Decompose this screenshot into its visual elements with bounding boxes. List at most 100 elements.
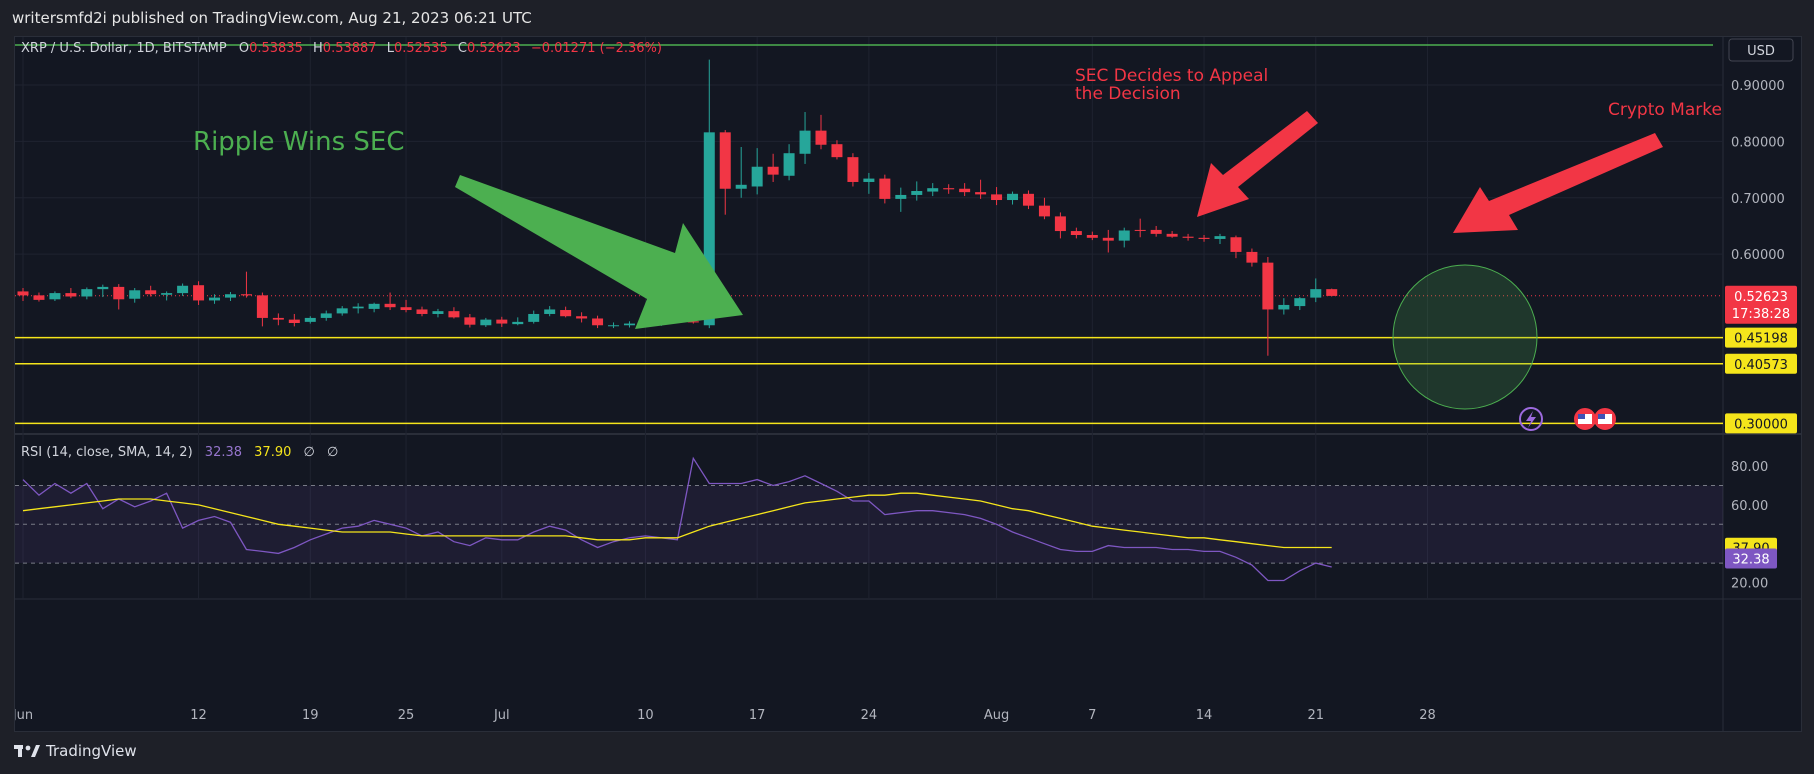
candle-body: [544, 309, 556, 314]
us-flag-icon[interactable]: [1574, 408, 1596, 430]
level-badge[interactable]: [1725, 353, 1797, 374]
legend-c-label: C: [458, 41, 467, 56]
candle-body: [193, 285, 205, 301]
level-badge[interactable]: [1725, 413, 1797, 434]
rsi-legend-label: RSI (14, close, SMA, 14, 2): [21, 445, 193, 460]
candle-body: [847, 157, 859, 182]
legend-change: −0.01271 (−2.36%): [531, 41, 662, 56]
horizontal-levels[interactable]: [15, 295, 1723, 425]
chart-canvas[interactable]: Ripple Wins SEC SEC Decides to Appeal th…: [15, 37, 1801, 731]
candle-body: [97, 286, 109, 290]
rsi-tick-label: 80.00: [1731, 460, 1768, 475]
candle-body: [592, 318, 604, 326]
currency-button[interactable]: [1728, 38, 1794, 62]
time-tick-label: 19: [302, 708, 319, 723]
candle-body: [863, 178, 875, 182]
last-price-label: 0.52623: [1734, 290, 1788, 305]
rsi-value-badge[interactable]: [1725, 548, 1777, 569]
candle-body: [1007, 193, 1019, 201]
candle-body: [767, 166, 779, 175]
candle-body: [608, 325, 620, 327]
candle-body: [129, 290, 141, 299]
candle-body: [959, 188, 971, 193]
price-tick-label: 0.90000: [1731, 79, 1785, 94]
time-tick-label: 12: [190, 708, 207, 723]
candle-body: [1118, 230, 1130, 241]
candle-body: [1038, 205, 1050, 217]
candle-body: [943, 188, 955, 190]
chart-frame[interactable]: Ripple Wins SEC SEC Decides to Appeal th…: [14, 36, 1802, 732]
candle-body: [17, 291, 29, 296]
rsi-lines: [22, 456, 1332, 582]
rsi-band-fill: [15, 485, 1723, 564]
lightning-icon[interactable]: [1519, 407, 1543, 431]
candle-body: [1166, 233, 1178, 237]
price-axis[interactable]: 0.90000 0.80000 0.70000 0.60000 0.52623 17:38…: [1725, 79, 1797, 434]
time-axis[interactable]: Jun 12 19 25 Jul 10 17 24 Aug 7 14 21 28: [15, 708, 1436, 723]
level-label: 0.40573: [1734, 358, 1788, 373]
footer-brand: TradingView: [46, 742, 137, 760]
annotation-ripple-wins: Ripple Wins SEC: [193, 127, 405, 157]
candle-body: [480, 319, 492, 326]
candle-body: [448, 311, 460, 318]
candle-body: [1086, 235, 1098, 238]
candle-body: [384, 303, 396, 308]
candle-body: [368, 303, 380, 309]
candle-body: [113, 286, 125, 300]
last-price-badge[interactable]: [1725, 285, 1797, 324]
legend-h-label: H: [313, 41, 323, 56]
candle-body: [560, 310, 572, 317]
time-tick-label: 21: [1307, 708, 1324, 723]
green-arrow-icon: [455, 175, 743, 329]
candle-body: [1246, 251, 1258, 263]
candle-body: [177, 285, 189, 294]
publisher-line: writersmfd2i published on TradingView.co…: [12, 9, 532, 27]
time-tick-label: 7: [1088, 708, 1096, 723]
time-tick-label: 25: [398, 708, 415, 723]
candle-body: [1102, 237, 1114, 241]
candle-body: [783, 153, 795, 176]
rsi-line: [22, 456, 1332, 582]
candle-body: [81, 289, 93, 297]
legend-close: 0.52623: [467, 41, 521, 56]
candle-body: [1054, 216, 1066, 232]
time-tick-label: Jul: [493, 708, 510, 723]
tradingview-logo-icon[interactable]: [14, 743, 40, 759]
candle-body: [1150, 229, 1162, 234]
candle-body: [831, 144, 843, 158]
candle-body: [352, 306, 364, 309]
currency-button-label: USD: [1747, 44, 1775, 59]
legend-o-label: O: [239, 41, 249, 56]
candle-body: [1310, 289, 1322, 298]
annotation-sec-appeal-line1: SEC Decides to Appeal: [1075, 66, 1268, 86]
level-badge[interactable]: [1725, 327, 1797, 348]
legend-l-label: L: [387, 41, 395, 56]
red-arrow-icon: [1453, 133, 1663, 233]
candle-body: [799, 130, 811, 154]
annotation-sec-appeal-line2: the Decision: [1075, 84, 1181, 104]
candle-body: [1230, 237, 1242, 252]
candle-body: [1070, 231, 1082, 235]
ohlc-legend: XRP / U.S. Dollar, 1D, BITSTAMP O0.53835…: [21, 41, 662, 56]
candle-body: [209, 297, 221, 301]
legend-symbol: XRP / U.S. Dollar, 1D, BITSTAMP: [21, 41, 227, 56]
us-flag-icon[interactable]: [1594, 408, 1616, 430]
candle-body: [288, 319, 300, 323]
footer: TradingView: [14, 742, 137, 760]
legend-open: 0.53835: [249, 41, 303, 56]
candle-body: [240, 294, 252, 296]
candle-body: [703, 132, 715, 326]
candle-body: [33, 295, 45, 300]
candle-body: [464, 317, 476, 325]
candle-body: [1214, 236, 1226, 239]
candle-body: [927, 188, 939, 192]
candle-body: [719, 132, 731, 189]
candle-body: [512, 321, 524, 325]
candle-body: [895, 194, 907, 199]
legend-high: 0.53887: [323, 41, 377, 56]
price-tick-label: 0.70000: [1731, 192, 1785, 207]
price-tick-label: 0.60000: [1731, 248, 1785, 263]
candle-body: [911, 191, 923, 195]
rsi-legend-sma: 37.90: [254, 445, 291, 460]
